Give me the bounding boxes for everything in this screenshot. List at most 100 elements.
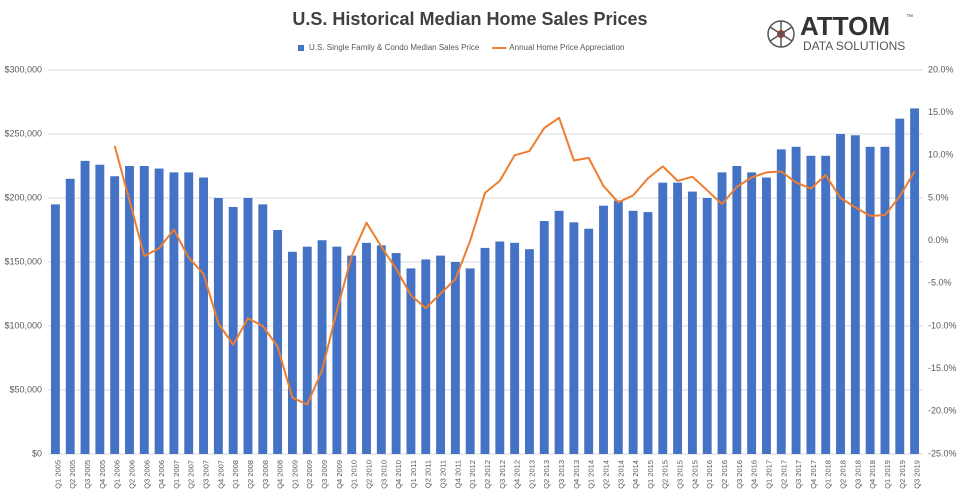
bar <box>702 198 712 454</box>
y-tick-label: $300,000 <box>4 64 42 74</box>
bar <box>421 259 431 454</box>
bar <box>658 182 668 454</box>
x-tick-label: Q4 2015 <box>690 460 699 489</box>
bar <box>910 108 920 455</box>
bar <box>243 198 253 454</box>
x-tick-label: Q3 2006 <box>142 460 151 489</box>
x-tick-label: Q3 2009 <box>320 460 329 489</box>
bar <box>465 268 475 454</box>
bar <box>717 172 727 454</box>
x-tick-label: Q4 2009 <box>335 460 344 489</box>
x-tick-label: Q2 2015 <box>661 460 670 489</box>
y2-tick-label: 5.0% <box>928 192 949 202</box>
x-tick-label: Q3 2012 <box>498 460 507 489</box>
x-tick-label: Q1 2009 <box>290 460 299 489</box>
y2-tick-label: 15.0% <box>928 107 954 117</box>
y-tick-label: $250,000 <box>4 128 42 138</box>
x-tick-label: Q2 2012 <box>483 460 492 489</box>
x-tick-label: Q2 2019 <box>898 460 907 489</box>
x-tick-label: Q3 2014 <box>616 460 625 489</box>
x-tick-label: Q2 2013 <box>542 460 551 489</box>
bar <box>643 212 653 454</box>
x-tick-label: Q4 2018 <box>868 460 877 489</box>
x-tick-label: Q1 2010 <box>350 460 359 489</box>
bar <box>110 176 120 455</box>
bar <box>317 240 327 454</box>
bar <box>80 160 90 454</box>
logo-tagline: DATA SOLUTIONS <box>803 39 905 53</box>
legend-swatch <box>298 45 304 51</box>
bar <box>599 205 608 454</box>
x-tick-label: Q1 2018 <box>824 460 833 489</box>
bar <box>673 182 683 454</box>
bar <box>687 191 697 454</box>
y2-tick-label: -25.0% <box>928 448 957 458</box>
x-tick-label: Q4 2012 <box>513 460 522 489</box>
chart-title: U.S. Historical Median Home Sales Prices <box>292 9 647 29</box>
logo-name: ATTOM <box>800 11 890 41</box>
x-tick-label: Q4 2007 <box>216 460 225 489</box>
y2-tick-label: -15.0% <box>928 363 957 373</box>
x-tick-label: Q3 2017 <box>794 460 803 489</box>
y2-tick-label: 20.0% <box>928 64 954 74</box>
bar <box>154 168 164 454</box>
x-tick-label: Q2 2006 <box>127 460 136 489</box>
x-tick-label: Q1 2005 <box>53 460 62 489</box>
y2-tick-label: 0.0% <box>928 235 949 245</box>
bar <box>228 206 238 454</box>
bar <box>732 166 742 454</box>
y-tick-label: $150,000 <box>4 256 42 266</box>
bar <box>895 118 905 454</box>
x-tick-label: Q2 2009 <box>305 460 314 489</box>
bar <box>258 204 268 454</box>
bar <box>287 251 297 454</box>
bar <box>554 210 564 454</box>
x-tick-label: Q3 2019 <box>913 460 922 489</box>
bar <box>450 262 460 454</box>
x-tick-label: Q1 2019 <box>883 460 892 489</box>
x-tick-label: Q2 2017 <box>779 460 788 489</box>
x-tick-label: Q1 2013 <box>527 460 536 489</box>
bar <box>747 172 757 454</box>
bar <box>332 246 342 454</box>
x-tick-label: Q4 2008 <box>276 460 285 489</box>
bar <box>347 255 357 454</box>
x-tick-label: Q2 2016 <box>720 460 729 489</box>
bar <box>524 249 534 454</box>
bar <box>539 221 549 454</box>
bar <box>495 241 505 454</box>
y-tick-label: $50,000 <box>9 384 42 394</box>
bar <box>865 146 875 455</box>
x-tick-label: Q3 2008 <box>261 460 270 489</box>
x-tick-label: Q1 2007 <box>172 460 181 489</box>
bar <box>836 134 845 454</box>
bar <box>821 155 831 454</box>
x-tick-label: Q4 2005 <box>98 460 107 489</box>
x-tick-label: Q1 2016 <box>705 460 714 489</box>
x-tick-label: Q1 2017 <box>764 460 773 489</box>
y-tick-label: $0 <box>32 448 42 458</box>
x-tick-label: Q3 2018 <box>853 460 862 489</box>
x-tick-label: Q1 2011 <box>409 460 418 488</box>
x-tick-label: Q2 2014 <box>601 460 610 489</box>
bar <box>213 198 223 454</box>
x-tick-label: Q4 2016 <box>750 460 759 489</box>
x-tick-label: Q3 2013 <box>557 460 566 489</box>
legend-label: Annual Home Price Appreciation <box>509 43 624 52</box>
x-tick-label: Q1 2014 <box>587 460 596 489</box>
x-tick-label: Q4 2017 <box>809 460 818 489</box>
x-tick-label: Q1 2015 <box>646 460 655 489</box>
y2-tick-label: -20.0% <box>928 406 957 416</box>
bar <box>184 172 194 454</box>
y-tick-label: $200,000 <box>4 192 42 202</box>
x-tick-label: Q1 2012 <box>468 460 477 489</box>
x-tick-label: Q2 2008 <box>246 460 255 489</box>
bar <box>791 146 801 455</box>
x-tick-label: Q2 2011 <box>424 460 433 488</box>
bar <box>628 210 638 454</box>
bar <box>95 164 105 454</box>
x-tick-label: Q3 2010 <box>379 460 388 489</box>
logo-mark: ™ <box>906 14 913 21</box>
bar <box>480 247 490 454</box>
bar <box>776 149 786 455</box>
